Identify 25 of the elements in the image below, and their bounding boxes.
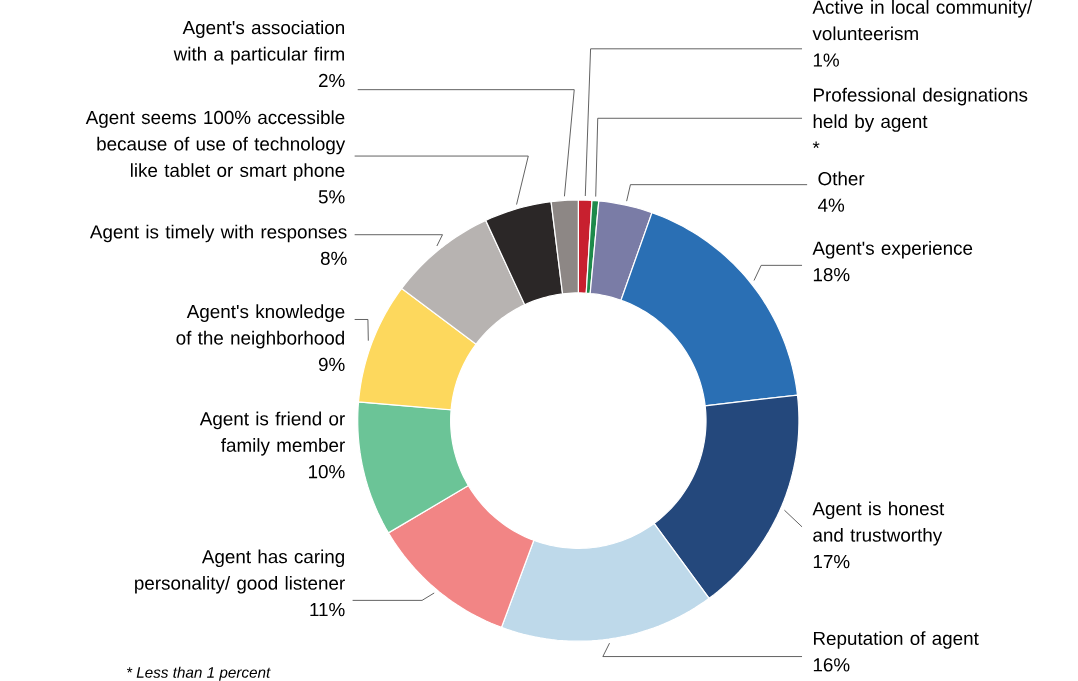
slice-label: Other [818, 171, 865, 186]
data-label: 4% [817, 198, 845, 212]
data-label: 1% [813, 53, 839, 67]
data-label: 11% [310, 603, 345, 617]
slice-label: Agent has caring personality/ good listener [135, 549, 345, 594]
data-label: 10% [309, 465, 345, 479]
slice-label: Agent seems 100% accessible because of use of technology like tablet or smart phone [85, 110, 346, 181]
data-label: 2% [318, 73, 345, 88]
data-label: 5% [318, 190, 345, 204]
data-label: 16% [813, 658, 850, 672]
data-label: 18% [813, 268, 850, 282]
slice-label: Agent is honest and trustworthy [812, 501, 945, 546]
data-label: 8% [320, 251, 347, 266]
data-label: * [812, 141, 820, 149]
text: * Less than 1 percent [126, 666, 271, 681]
slice-label: Agent is friend or family member [199, 411, 345, 456]
slice-label: Agent's association with a particular firm [173, 20, 345, 65]
data-label: 9% [318, 357, 345, 372]
data-label: 17% [813, 555, 850, 569]
slice-label: Agent's knowledge of the neighborhood [176, 304, 345, 349]
slice-label: Active in local community/ volunteerism [812, 0, 1033, 41]
slice-label: Agent's experience [812, 241, 973, 259]
slice-label: Professional designations held by agent [813, 87, 1028, 132]
slice-label: Reputation of agent [813, 631, 979, 649]
slice-label: Agent is timely with responses [89, 224, 347, 243]
